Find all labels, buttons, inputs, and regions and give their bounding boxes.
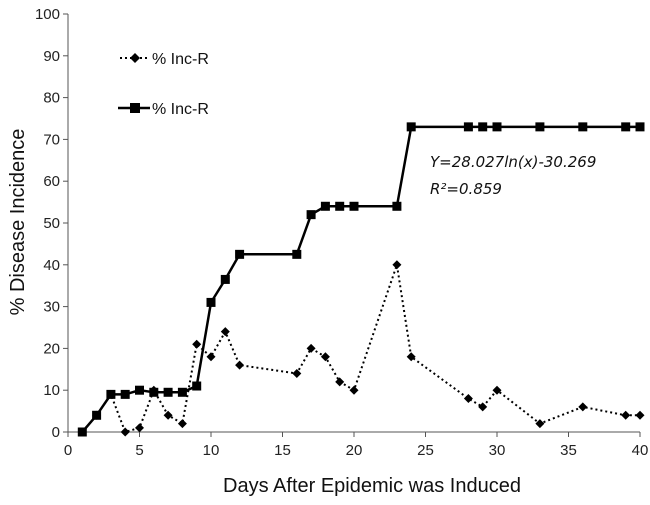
x-tick-label: 15 bbox=[274, 442, 291, 459]
data-point-square bbox=[463, 122, 473, 132]
data-point-diamond bbox=[206, 352, 216, 362]
x-tick-label: 35 bbox=[560, 442, 577, 459]
y-tick-label: 10 bbox=[43, 382, 60, 399]
data-point-square bbox=[621, 122, 631, 132]
tick-labels: 0 10 20 30 40 50 60 70 80 90 100 0 5 10 15 20 25 30 35 40 bbox=[35, 6, 648, 459]
data-point-square bbox=[163, 387, 173, 397]
data-point-square bbox=[220, 274, 230, 284]
legend-marker-square bbox=[130, 103, 140, 113]
trendline-equation: Y=28.027ln(x)-30.269 bbox=[430, 153, 596, 171]
data-point-diamond bbox=[535, 419, 545, 429]
data-point-square bbox=[120, 389, 130, 399]
data-point-diamond bbox=[335, 377, 345, 387]
data-point-square bbox=[535, 122, 545, 132]
data-point-diamond bbox=[220, 327, 230, 337]
y-tick-label: 90 bbox=[43, 48, 60, 65]
trendline-r-squared: R²=0.859 bbox=[430, 180, 502, 198]
x-axis-title: Days After Epidemic was Induced bbox=[223, 475, 521, 497]
y-tick-label: 50 bbox=[43, 215, 60, 232]
data-point-square bbox=[306, 210, 316, 220]
data-point-square bbox=[478, 122, 488, 132]
data-point-diamond bbox=[635, 410, 645, 420]
data-point-diamond bbox=[120, 427, 130, 437]
legend: % Inc-R % Inc-R bbox=[118, 51, 209, 118]
y-tick-label: 20 bbox=[43, 340, 60, 357]
data-point-square bbox=[335, 201, 345, 211]
x-tick-label: 30 bbox=[489, 442, 506, 459]
data-point-square bbox=[177, 387, 187, 397]
y-tick-label: 30 bbox=[43, 299, 60, 316]
data-point-diamond bbox=[192, 339, 202, 349]
data-point-diamond bbox=[578, 402, 588, 412]
data-point-diamond bbox=[320, 352, 330, 362]
legend-label-solid: % Inc-R bbox=[152, 101, 209, 118]
data-point-diamond bbox=[292, 368, 302, 378]
data-point-diamond bbox=[621, 410, 631, 420]
data-point-square bbox=[392, 201, 402, 211]
x-tick-label: 10 bbox=[203, 442, 220, 459]
data-point-square bbox=[135, 385, 144, 395]
data-point-square bbox=[349, 201, 359, 211]
data-point-diamond bbox=[235, 360, 245, 370]
series-dotted bbox=[77, 260, 645, 437]
data-point-diamond bbox=[177, 419, 187, 429]
data-point-square bbox=[406, 122, 416, 132]
data-point-square bbox=[235, 249, 245, 259]
data-point-square bbox=[192, 381, 202, 391]
y-tick-label: 0 bbox=[52, 424, 60, 441]
x-tick-label: 40 bbox=[632, 442, 649, 459]
data-point-square bbox=[635, 122, 645, 132]
data-point-diamond bbox=[406, 352, 416, 362]
series-solid bbox=[77, 122, 645, 437]
series-layer bbox=[77, 122, 645, 437]
y-tick-label: 70 bbox=[43, 131, 60, 148]
series-line-solid bbox=[81, 125, 640, 433]
series-line-dotted bbox=[81, 264, 640, 434]
y-tick-label: 80 bbox=[43, 90, 60, 107]
legend-marker-diamond bbox=[130, 53, 140, 63]
y-axis-title: % Disease Incidence bbox=[7, 129, 29, 316]
data-point-square bbox=[106, 389, 116, 399]
data-point-diamond bbox=[306, 343, 316, 353]
data-point-square bbox=[77, 427, 87, 437]
data-point-diamond bbox=[135, 423, 144, 433]
x-tick-label: 25 bbox=[417, 442, 434, 459]
y-tick-label: 100 bbox=[35, 6, 60, 23]
data-point-square bbox=[92, 410, 102, 420]
data-point-square bbox=[292, 249, 302, 259]
axes bbox=[63, 13, 641, 437]
x-tick-label: 20 bbox=[346, 442, 363, 459]
data-point-square bbox=[320, 201, 330, 211]
y-tick-label: 60 bbox=[43, 173, 60, 190]
data-point-diamond bbox=[492, 385, 502, 395]
data-point-diamond bbox=[349, 385, 359, 395]
x-tick-label: 5 bbox=[135, 442, 143, 459]
data-point-square bbox=[578, 122, 588, 132]
data-point-diamond bbox=[478, 402, 488, 412]
data-point-square bbox=[206, 297, 216, 307]
x-tick-label: 0 bbox=[64, 442, 72, 459]
data-point-diamond bbox=[392, 260, 402, 270]
legend-label-dotted: % Inc-R bbox=[152, 51, 209, 68]
data-point-diamond bbox=[463, 394, 473, 404]
y-tick-label: 40 bbox=[43, 257, 60, 274]
data-point-diamond bbox=[163, 410, 173, 420]
data-point-square bbox=[492, 122, 502, 132]
data-point-square bbox=[149, 387, 159, 397]
